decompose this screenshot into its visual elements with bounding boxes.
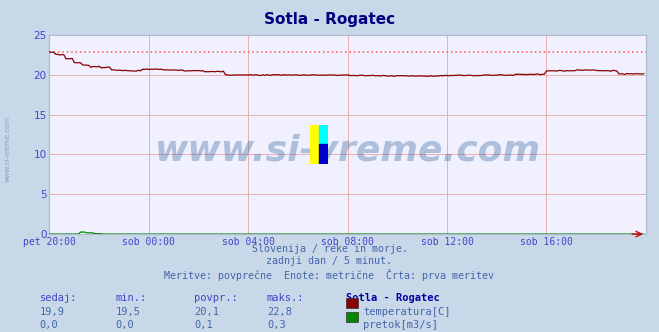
Text: www.si-vreme.com: www.si-vreme.com (5, 116, 11, 183)
Text: pretok[m3/s]: pretok[m3/s] (363, 320, 438, 330)
Text: povpr.:: povpr.: (194, 293, 238, 303)
Polygon shape (319, 124, 328, 144)
Text: sedaj:: sedaj: (40, 293, 77, 303)
Text: 0,1: 0,1 (194, 320, 213, 330)
Text: zadnji dan / 5 minut.: zadnji dan / 5 minut. (266, 256, 393, 266)
Text: 0,0: 0,0 (40, 320, 58, 330)
Text: 20,1: 20,1 (194, 307, 219, 317)
Text: www.si-vreme.com: www.si-vreme.com (155, 133, 540, 167)
Text: Slovenija / reke in morje.: Slovenija / reke in morje. (252, 244, 407, 254)
Text: 19,5: 19,5 (115, 307, 140, 317)
Polygon shape (310, 124, 319, 164)
Text: Meritve: povprečne  Enote: metrične  Črta: prva meritev: Meritve: povprečne Enote: metrične Črta:… (165, 269, 494, 281)
Text: Sotla - Rogatec: Sotla - Rogatec (264, 12, 395, 27)
Polygon shape (319, 144, 328, 164)
Text: 0,0: 0,0 (115, 320, 134, 330)
Text: temperatura[C]: temperatura[C] (363, 307, 451, 317)
Text: 22,8: 22,8 (267, 307, 292, 317)
Text: 19,9: 19,9 (40, 307, 65, 317)
Text: Sotla - Rogatec: Sotla - Rogatec (346, 293, 440, 303)
Text: maks.:: maks.: (267, 293, 304, 303)
Text: min.:: min.: (115, 293, 146, 303)
Text: 0,3: 0,3 (267, 320, 285, 330)
